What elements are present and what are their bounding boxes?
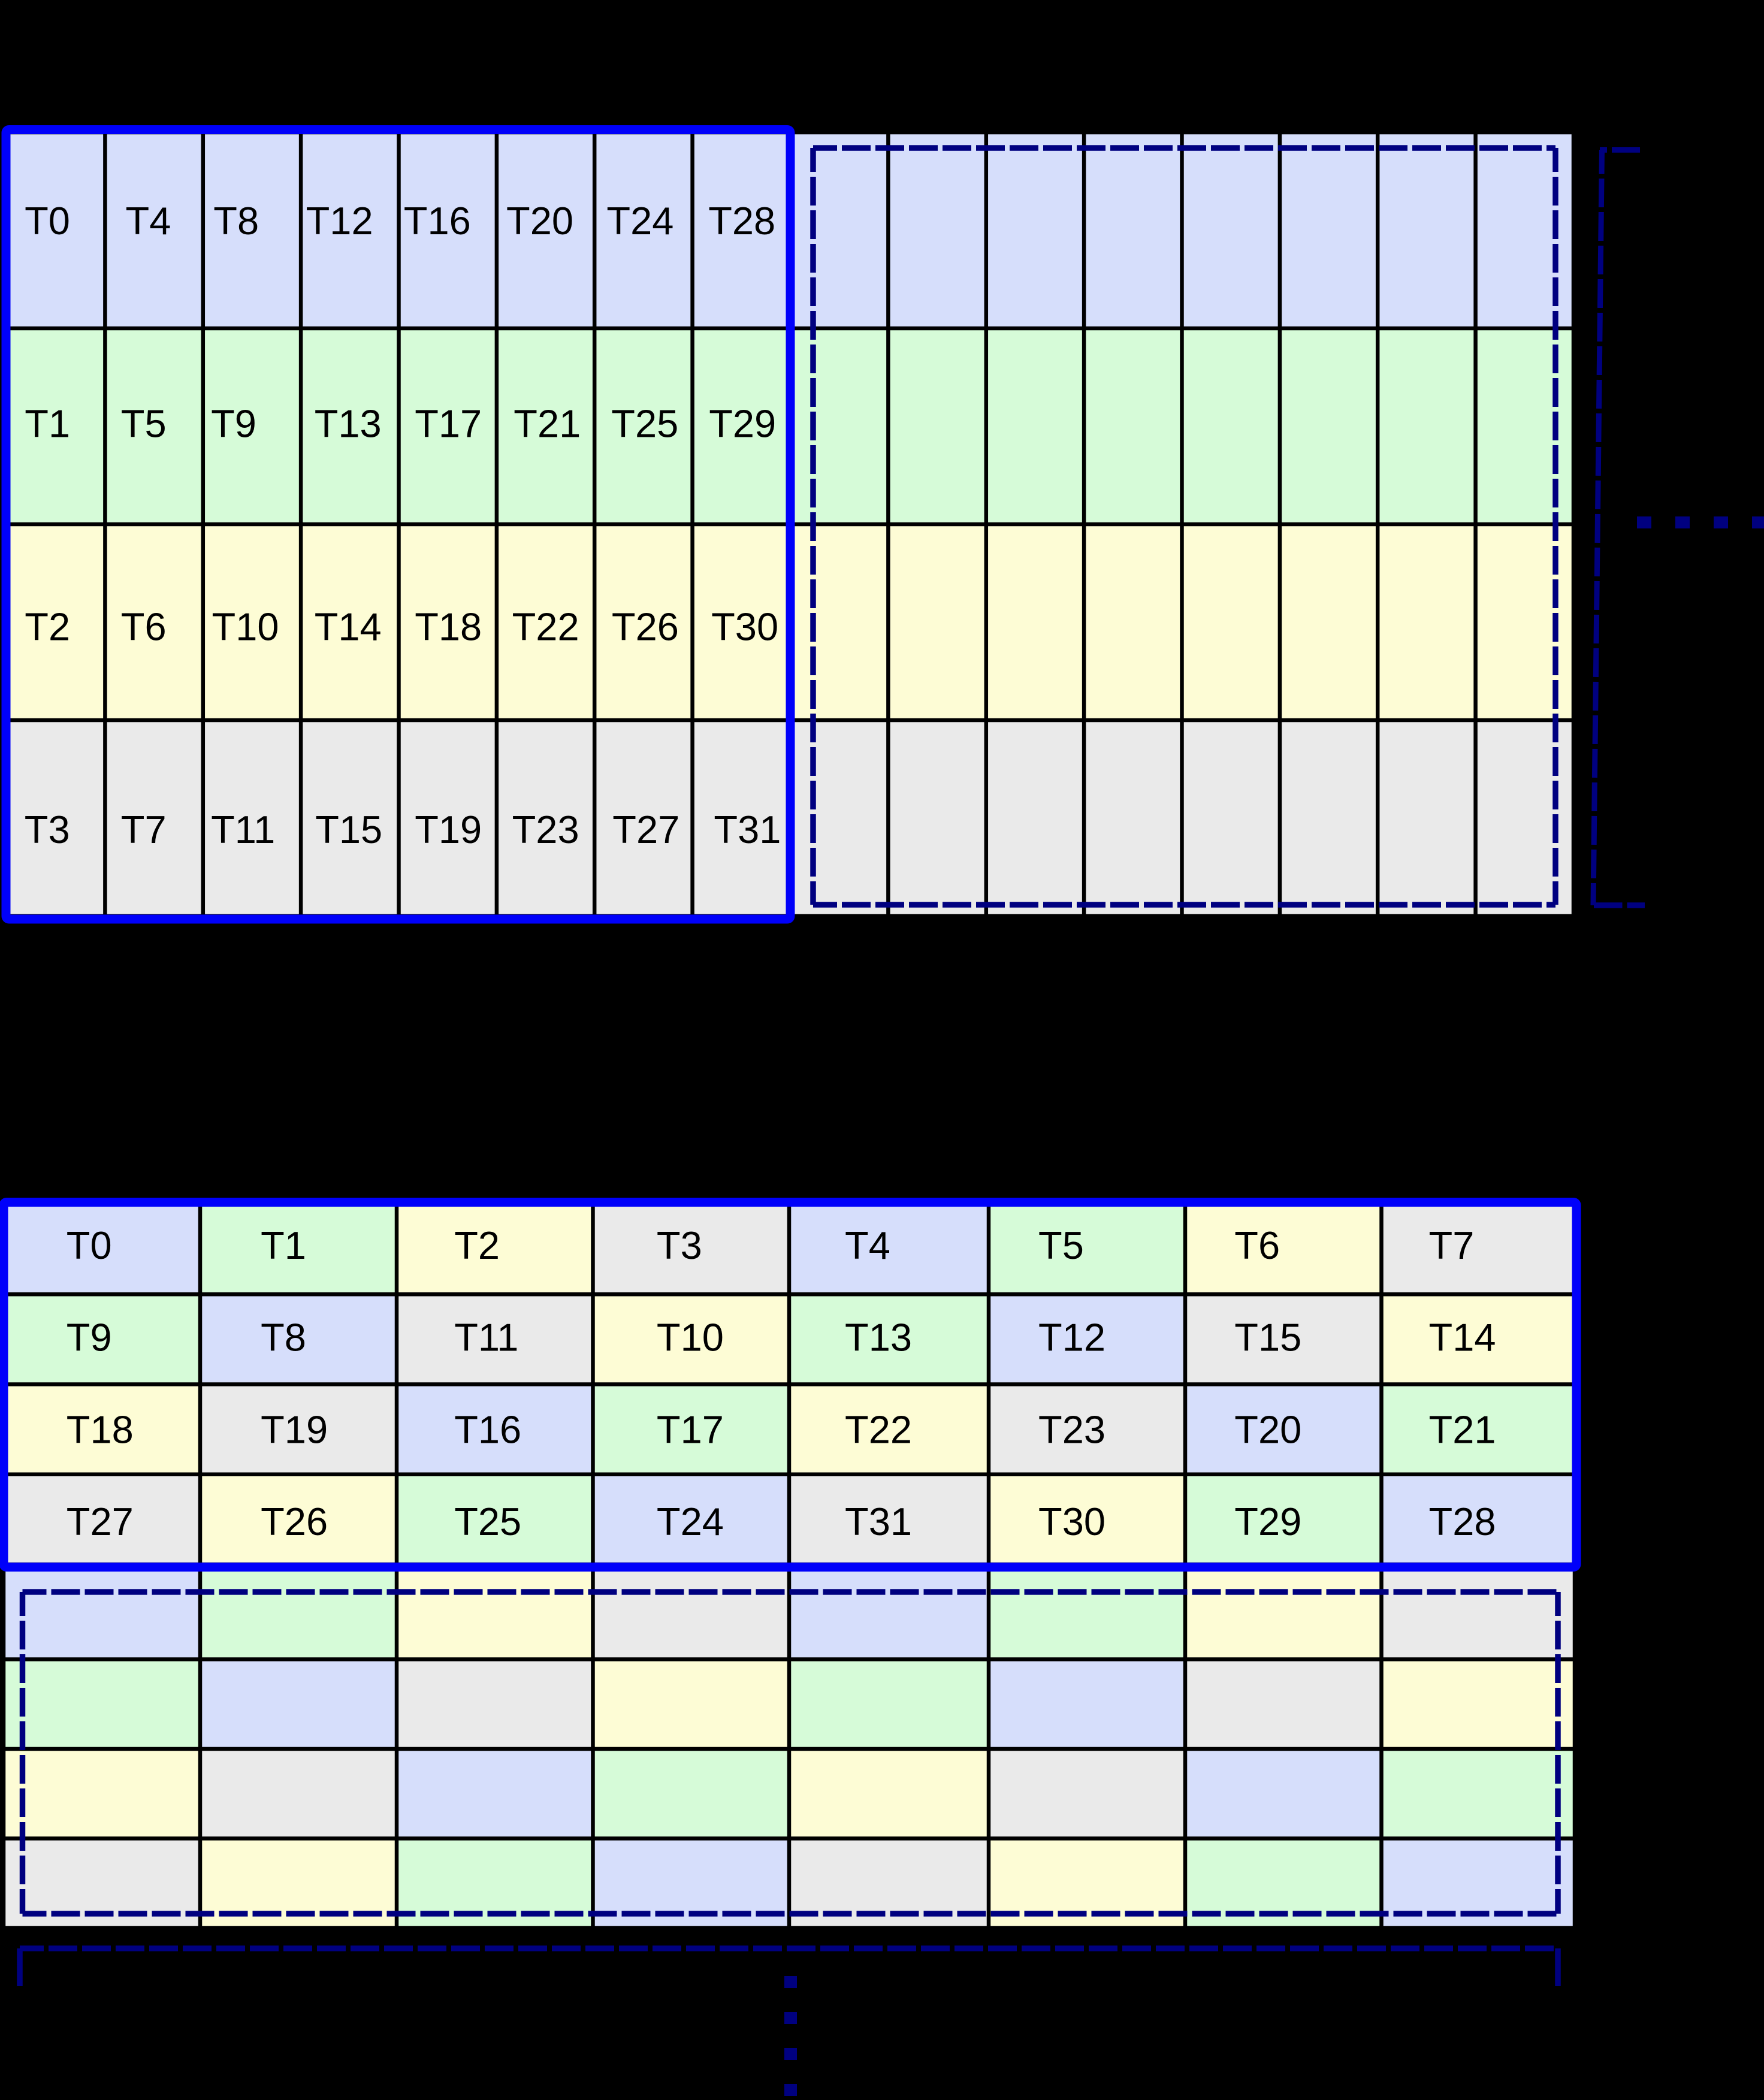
svg-text:T16: T16: [404, 199, 471, 243]
svg-text:T5: T5: [121, 402, 167, 446]
svg-text:T4: T4: [845, 1223, 890, 1267]
svg-text:T10: T10: [657, 1316, 724, 1359]
svg-text:T11: T11: [211, 808, 275, 851]
svg-text:T30: T30: [1038, 1500, 1105, 1543]
svg-text:T17: T17: [415, 402, 482, 446]
svg-text:T24: T24: [657, 1500, 724, 1543]
svg-text:T14: T14: [1429, 1316, 1496, 1359]
svg-text:T18: T18: [415, 605, 482, 648]
svg-text:T7: T7: [1429, 1223, 1475, 1267]
svg-text:T25: T25: [611, 402, 678, 446]
svg-text:T0: T0: [25, 199, 70, 243]
svg-text:T12: T12: [1038, 1316, 1105, 1359]
svg-text:T15: T15: [1234, 1316, 1301, 1359]
svg-text:T3: T3: [25, 808, 70, 851]
svg-text:T24: T24: [606, 199, 673, 243]
svg-text:T27: T27: [67, 1500, 134, 1543]
svg-text:T6: T6: [121, 605, 167, 648]
svg-text:T10: T10: [212, 605, 279, 648]
svg-text:T13: T13: [315, 402, 382, 446]
svg-text:T11: T11: [454, 1316, 518, 1359]
svg-text:T6: T6: [1234, 1223, 1280, 1267]
svg-text:T30: T30: [711, 605, 778, 648]
svg-text:T5: T5: [1038, 1223, 1084, 1267]
svg-text:T25: T25: [454, 1500, 521, 1543]
svg-text:T22: T22: [512, 605, 579, 648]
svg-text:T2: T2: [454, 1223, 500, 1267]
svg-text:T7: T7: [121, 808, 167, 851]
svg-text:T20: T20: [506, 199, 573, 243]
svg-text:T26: T26: [261, 1500, 328, 1543]
svg-text:T17: T17: [657, 1407, 724, 1451]
svg-text:T23: T23: [512, 808, 579, 851]
svg-text:T19: T19: [261, 1407, 328, 1451]
svg-text:T3: T3: [657, 1223, 702, 1267]
svg-text:T29: T29: [1234, 1500, 1301, 1543]
svg-text:T12: T12: [306, 199, 373, 243]
svg-text:T14: T14: [315, 605, 382, 648]
svg-text:T4: T4: [126, 199, 171, 243]
svg-text:T9: T9: [211, 402, 256, 446]
svg-text:T20: T20: [1234, 1407, 1301, 1451]
svg-text:T22: T22: [845, 1407, 912, 1451]
svg-text:T9: T9: [67, 1316, 112, 1359]
svg-text:T23: T23: [1038, 1407, 1105, 1451]
svg-text:T21: T21: [514, 402, 581, 446]
svg-text:T8: T8: [261, 1316, 306, 1359]
svg-text:T21: T21: [1429, 1407, 1496, 1451]
svg-text:T28: T28: [708, 199, 775, 243]
svg-text:T18: T18: [67, 1407, 134, 1451]
svg-text:T19: T19: [415, 808, 482, 851]
svg-text:T28: T28: [1429, 1500, 1496, 1543]
svg-text:T0: T0: [67, 1223, 112, 1267]
svg-text:T31: T31: [845, 1500, 912, 1543]
svg-text:T13: T13: [845, 1316, 912, 1359]
svg-text:T8: T8: [213, 199, 259, 243]
svg-text:T15: T15: [315, 808, 382, 851]
svg-text:T31: T31: [714, 808, 781, 851]
svg-text:T29: T29: [709, 402, 776, 446]
svg-text:T26: T26: [612, 605, 679, 648]
svg-text:T16: T16: [454, 1407, 521, 1451]
svg-text:T27: T27: [612, 808, 679, 851]
svg-text:T1: T1: [261, 1223, 306, 1267]
svg-text:T2: T2: [25, 605, 70, 648]
svg-text:T1: T1: [25, 402, 70, 446]
